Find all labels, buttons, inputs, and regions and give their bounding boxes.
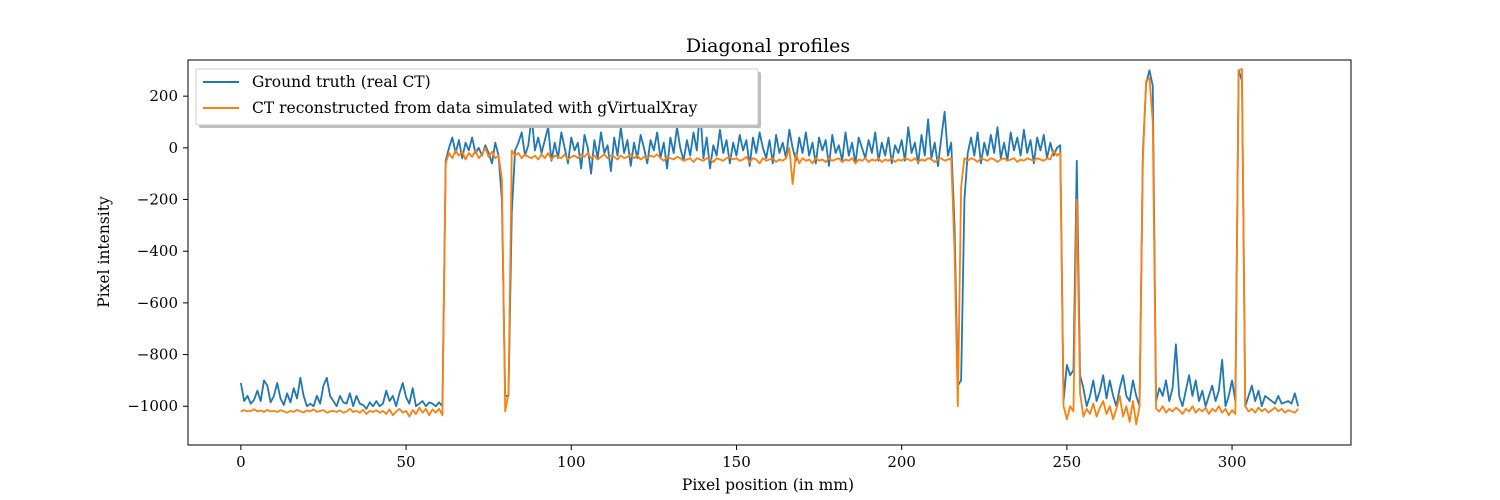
x-tick-label: 100 xyxy=(557,453,586,471)
series-line-ground-truth xyxy=(239,69,1300,410)
plot-frame xyxy=(187,59,1352,446)
x-tick-label: 250 xyxy=(1053,453,1082,471)
plot-lines xyxy=(239,68,1300,426)
y-axis-label: Pixel intensity xyxy=(95,196,113,308)
y-tick-label: −800 xyxy=(137,346,178,364)
y-tick-label: −1000 xyxy=(127,397,178,415)
x-tick-label: 0 xyxy=(236,453,246,471)
x-axis: 0 50 100 150 200 250 300 xyxy=(236,445,1246,471)
x-tick-label: 50 xyxy=(397,453,416,471)
series-line-simulated xyxy=(240,68,1299,426)
y-tick-label: 200 xyxy=(149,87,178,105)
x-tick-label: 200 xyxy=(887,453,916,471)
legend: Ground truth (real CT) CT reconstructed … xyxy=(195,68,761,128)
y-tick-label: −200 xyxy=(137,191,178,209)
chart-title: Diagonal profiles xyxy=(686,35,850,57)
x-tick-label: 150 xyxy=(722,453,751,471)
x-axis-label: Pixel position (in mm) xyxy=(682,476,854,494)
legend-label-simulated: CT reconstructed from data simulated wit… xyxy=(252,99,698,117)
legend-label-ground-truth: Ground truth (real CT) xyxy=(252,73,431,91)
y-tick-label: −600 xyxy=(137,294,178,312)
y-tick-label: 0 xyxy=(168,139,178,157)
legend-box xyxy=(195,68,759,126)
y-axis: 200 0 −200 −400 −600 −800 −1000 xyxy=(127,87,188,415)
y-tick-label: −400 xyxy=(137,242,178,260)
x-tick-label: 300 xyxy=(1218,453,1247,471)
